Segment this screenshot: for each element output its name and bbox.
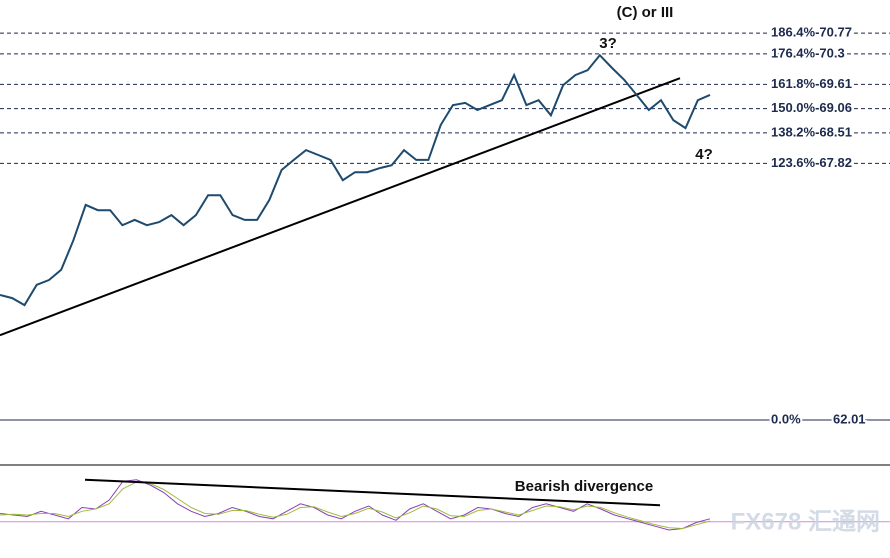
level-label: 150.0%-69.06 (771, 100, 852, 115)
wave-label: 4? (695, 146, 713, 163)
divergence-line (84, 478, 661, 507)
level-label: 138.2%-68.51 (771, 124, 852, 139)
oscillator-line (0, 481, 711, 530)
level-label: 186.4%-70.77 (771, 25, 852, 40)
level-label: 123.6%-67.82 (771, 155, 852, 170)
level-value: 62.01 (833, 411, 866, 426)
level-label: 161.8%-69.61 (771, 76, 852, 91)
oscillator-line (0, 479, 711, 531)
level-label: 176.4%-70.3 (771, 45, 845, 60)
level-label: 0.0% (771, 411, 801, 426)
divergence-label: Bearish divergence (515, 478, 653, 495)
trendline (0, 77, 681, 337)
wave-label: 3? (599, 35, 617, 52)
watermark: FX678 汇通网 (731, 508, 880, 535)
price-line (0, 53, 711, 307)
wave-label: (C) or III (617, 4, 674, 21)
